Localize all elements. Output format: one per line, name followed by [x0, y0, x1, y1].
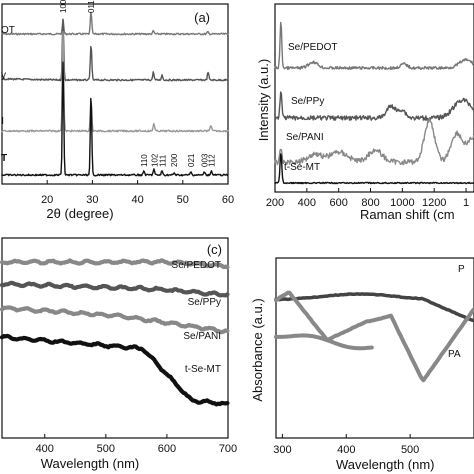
- xrd-series-line: [1, 61, 229, 177]
- raman-series-label-pedot: Se/PEDOT: [288, 42, 337, 53]
- absorbance-series: [274, 290, 474, 383]
- raman-series: [274, 21, 474, 185]
- xrd-peak-label: 111: [158, 154, 167, 167]
- absorbance-series-line: [274, 292, 474, 323]
- absorbance-x-tick-label: 400: [337, 444, 355, 456]
- absorbance-x-tick-label: 300: [273, 444, 291, 456]
- xrd-x-axis-label: 2θ (degree): [46, 206, 113, 221]
- absorbance-series-line: [274, 333, 374, 351]
- uvvis-series: [0, 258, 230, 407]
- uvvis-series-line: [0, 280, 230, 298]
- xrd-x-tick-label: 50: [177, 194, 189, 206]
- raman-y-axis-label: Intensity (a.u.): [256, 59, 271, 141]
- xrd-peak-label: 003: [200, 153, 209, 167]
- xrd-series-line: [1, 31, 229, 133]
- xrd-series-line: [1, 11, 229, 36]
- xrd-series-label-pani: I: [1, 116, 4, 127]
- absorbance-series-line: [274, 290, 474, 383]
- uvvis-x-axis-label: Wavelength (nm): [41, 456, 140, 471]
- uvvis-x-tick-label: 600: [158, 443, 176, 455]
- uvvis-panel: 400 500 600 700 (c) Se/PEDOT Se/PPy Se/PANI…: [0, 237, 237, 471]
- xrd-peak-label: 200: [170, 153, 179, 167]
- raman-x-ticks: 200 400 600 800 1000 1200 1: [266, 188, 469, 209]
- raman-series-line: [274, 21, 474, 71]
- absorbance-x-axis-label: Wavelength (nm): [336, 457, 435, 472]
- uvvis-series-label-ppy: Se/PPy: [188, 297, 221, 308]
- uvvis-x-ticks: 400 500 600 700: [36, 434, 237, 455]
- raman-x-tick-label: 1000: [390, 197, 414, 209]
- xrd-series-label-ppy: y: [1, 70, 6, 81]
- xrd-x-tick-label: 20: [41, 194, 53, 206]
- raman-series-line: [274, 153, 474, 185]
- absorbance-y-axis-label: Absorbance (a.u.): [250, 298, 265, 401]
- xrd-peak-label: 102: [150, 153, 159, 167]
- raman-x-tick-label: 1: [463, 197, 469, 209]
- absorbance-x-ticks: 300 400 500: [273, 434, 419, 456]
- uvvis-panel-label: (c): [207, 242, 222, 257]
- xrd-plot-frame: [1, 3, 229, 185]
- absorbance-x-tick-label: 500: [401, 444, 419, 456]
- xrd-x-tick-label: 60: [222, 194, 234, 206]
- raman-series-label-tsemt: t-Se-MT: [284, 162, 320, 173]
- absorbance-series-label-pa: PA: [448, 349, 461, 360]
- uvvis-x-tick-label: 500: [97, 443, 115, 455]
- absorbance-panel: 300 400 500 P PA Wavelength (nm) Absorbanc…: [250, 257, 474, 472]
- raman-x-axis-label: Raman shift (cm: [360, 207, 455, 222]
- xrd-peak-label: 011: [87, 0, 96, 13]
- uvvis-series-label-pedot: Se/PEDOT: [172, 260, 221, 271]
- raman-series-label-ppy: Se/PPy: [291, 96, 324, 107]
- raman-panel: 200 400 600 800 1000 1200 1 Se/PEDOT Se/PPy Se…: [256, 3, 474, 222]
- xrd-series: [1, 11, 229, 177]
- raman-series-label-pani: Se/PANI: [286, 132, 324, 143]
- raman-series-line: [274, 91, 474, 121]
- raman-x-tick-label: 800: [361, 197, 379, 209]
- uvvis-series-line: [0, 305, 230, 335]
- xrd-peak-label: 100: [59, 0, 68, 13]
- uvvis-series-label-tsemt: t-Se-MT: [185, 364, 221, 375]
- xrd-x-tick-label: 40: [131, 194, 143, 206]
- uvvis-series-label-pani: Se/PANI: [183, 331, 221, 342]
- raman-x-tick-label: 400: [298, 197, 316, 209]
- uvvis-series-line: [0, 333, 230, 407]
- uvvis-x-tick-label: 400: [36, 443, 54, 455]
- uvvis-series-line: [0, 258, 230, 270]
- xrd-x-tick-label: 30: [86, 194, 98, 206]
- xrd-series-label-tsemt: T: [1, 153, 7, 164]
- absorbance-series-label-p: P: [458, 264, 465, 275]
- xrd-x-ticks: 20 30 40 50 60: [41, 180, 234, 206]
- absorbance-plot-frame: [275, 257, 474, 439]
- xrd-series-line: [1, 19, 229, 82]
- uvvis-x-tick-label: 700: [219, 443, 237, 455]
- xrd-series-label-pedot: OT: [1, 25, 15, 36]
- xrd-panel-label: (a): [194, 10, 210, 25]
- raman-x-tick-label: 200: [266, 197, 284, 209]
- raman-series-line: [274, 117, 474, 166]
- raman-plot-frame: [274, 3, 474, 193]
- raman-x-tick-label: 600: [330, 197, 348, 209]
- xrd-peak-label: 110: [140, 154, 149, 167]
- xrd-peak-label: 021: [187, 153, 196, 167]
- xrd-peak-label: 112: [207, 154, 216, 167]
- raman-x-tick-label: 1200: [422, 197, 446, 209]
